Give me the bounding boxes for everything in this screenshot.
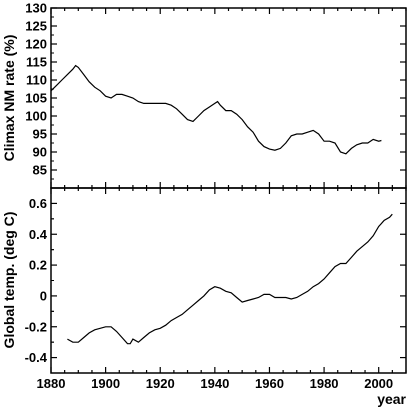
- y-tick-label: 95: [33, 127, 47, 142]
- y-tick-label: 130: [25, 1, 47, 16]
- y-tick-label: 110: [26, 73, 47, 88]
- y-tick-label: 0.2: [29, 258, 47, 273]
- bottom-x-ticks: [50, 188, 407, 373]
- y-tick-label: 105: [25, 91, 47, 106]
- x-tick-label: 1980: [310, 376, 339, 391]
- top-y-ticks: [51, 7, 406, 180]
- x-tick-label: 1900: [91, 376, 120, 391]
- x-tick-label: 2000: [364, 376, 393, 391]
- x-tick-label: 1940: [200, 376, 229, 391]
- x-tick-label: 1880: [37, 376, 66, 391]
- y-tick-label: 85: [33, 163, 47, 178]
- y-tick-label: 0.6: [29, 196, 47, 211]
- y-tick-label: -0.2: [25, 319, 47, 334]
- top-series-line: [50, 64, 382, 155]
- x-tick-label: 1920: [146, 376, 175, 391]
- bottom-x-tick-labels: 1880 1900 1920 1940 1960 1980 2000: [37, 376, 394, 391]
- y-tick-label: 90: [33, 145, 47, 160]
- top-y-axis-label: Climax NM rate (%): [1, 35, 17, 162]
- top-y-tick-labels: 85 90 95 100 105 110 115 120 125 130: [25, 1, 47, 178]
- bottom-y-axis-label: Global temp. (deg C): [1, 212, 17, 349]
- bottom-plot-frame: [50, 187, 407, 374]
- bottom-panel: -0.4-0.200.20.40.6 1880 1900 1920 1940 1960 1…: [1, 187, 407, 407]
- y-tick-label: 100: [25, 109, 47, 124]
- bottom-y-ticks: [51, 202, 406, 359]
- y-tick-label: 120: [25, 37, 47, 52]
- top-x-ticks: [50, 8, 407, 188]
- x-tick-label: 1960: [255, 376, 284, 391]
- y-tick-label: 115: [26, 55, 47, 70]
- top-plot-frame: [50, 7, 407, 189]
- y-tick-label: 125: [25, 19, 47, 34]
- y-tick-label: -0.4: [25, 350, 48, 365]
- y-tick-label: 0: [40, 288, 47, 303]
- top-panel: 85 90 95 100 105 110 115 120 125 130 Climax NM ra…: [1, 1, 407, 189]
- bottom-y-tick-labels: -0.4 -0.2 0 0.2 0.4 0.6: [25, 196, 48, 365]
- x-axis-label: year: [377, 391, 406, 407]
- bottom-series-line: [67, 213, 393, 345]
- y-tick-label: 0.4: [29, 227, 48, 242]
